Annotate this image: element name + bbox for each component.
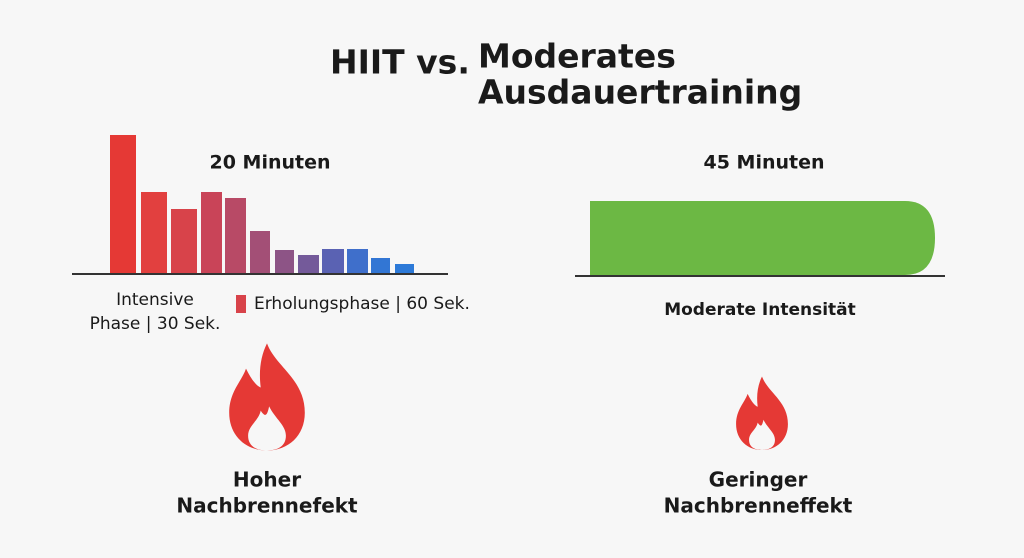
intense-label: Phase | 30 Sek. xyxy=(90,314,221,334)
title-part: Moderates xyxy=(478,37,676,76)
flame-icon xyxy=(736,376,788,450)
bar xyxy=(347,249,368,273)
moderate-label: Moderate Intensität xyxy=(664,300,856,320)
bar xyxy=(275,250,294,273)
duration: 20 Minuten xyxy=(209,152,330,174)
bar xyxy=(225,198,246,273)
effect-label: Nachbrennefekt xyxy=(176,494,358,518)
hiit-bars xyxy=(110,135,414,273)
moderate-bar xyxy=(590,201,935,275)
duration: 45 Minuten xyxy=(703,152,824,174)
title-part: HIIT vs. xyxy=(330,43,470,82)
intense-label: Intensive xyxy=(116,290,194,310)
effect-label: Nachbrenneffekt xyxy=(664,494,853,518)
bar xyxy=(171,209,197,273)
bar xyxy=(371,258,390,273)
recovery-label: Erholungsphase | 60 Sek. xyxy=(254,294,470,314)
bar xyxy=(110,135,136,273)
legend-swatch xyxy=(236,295,246,313)
bar xyxy=(298,255,319,273)
flame-icon xyxy=(229,343,305,451)
bar xyxy=(395,264,414,273)
bar xyxy=(141,192,167,273)
title-part: Ausdauertraining xyxy=(478,73,802,112)
bar xyxy=(201,192,222,273)
effect-label: Hoher xyxy=(233,468,301,492)
effect-label: Geringer xyxy=(709,468,808,492)
bar xyxy=(322,249,344,273)
bar xyxy=(250,231,270,273)
